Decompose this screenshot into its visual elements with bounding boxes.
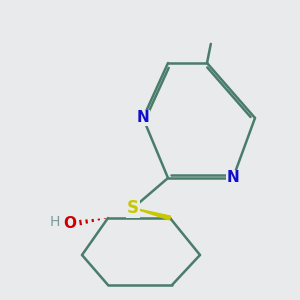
Text: H: H: [50, 214, 60, 229]
Text: O: O: [64, 215, 76, 230]
Polygon shape: [133, 208, 170, 220]
Text: S: S: [127, 199, 139, 217]
Text: N: N: [136, 110, 149, 125]
Text: N: N: [226, 170, 239, 185]
